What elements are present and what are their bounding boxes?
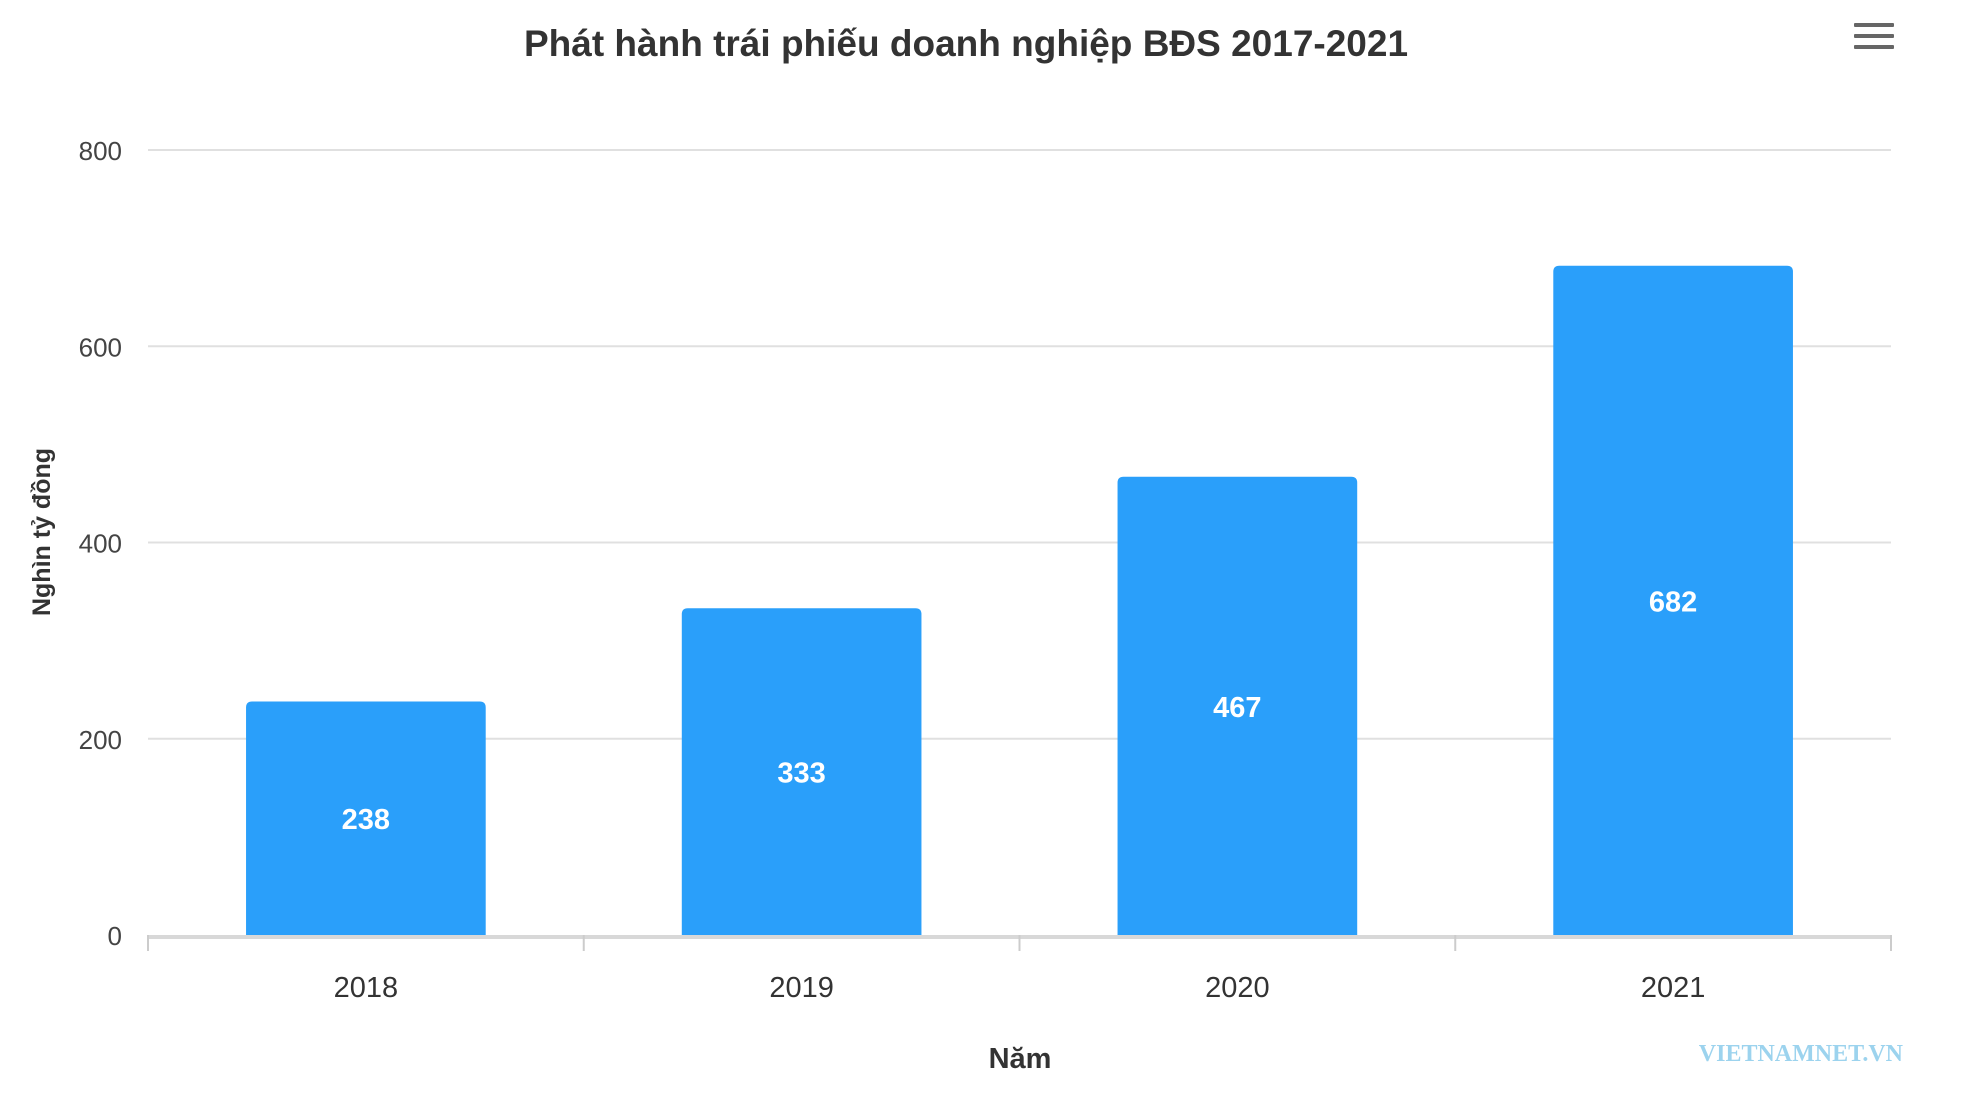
data-labels: 238 333 467 682 bbox=[342, 586, 1698, 836]
data-label-2018: 238 bbox=[342, 804, 390, 836]
hamburger-menu-icon[interactable] bbox=[1836, 14, 1912, 74]
y-tick-label: 400 bbox=[79, 529, 122, 559]
chart-title: Phát hành trái phiếu doanh nghiệp BĐS 20… bbox=[524, 23, 1408, 64]
bars bbox=[246, 265, 1793, 936]
x-tick-label: 2018 bbox=[334, 972, 399, 1004]
data-label-2021: 682 bbox=[1649, 586, 1697, 618]
x-tick-label: 2020 bbox=[1205, 972, 1270, 1004]
x-tick-label: 2019 bbox=[769, 972, 834, 1004]
data-label-2020: 467 bbox=[1213, 692, 1261, 724]
data-label-2019: 333 bbox=[777, 758, 825, 790]
y-tick-label: 0 bbox=[108, 921, 122, 951]
bar-2020[interactable] bbox=[1117, 476, 1358, 935]
y-axis-ticks: 0 200 400 600 800 bbox=[79, 136, 122, 951]
watermark-text: VIETNAMNET.VN bbox=[1699, 1041, 1904, 1067]
x-tick-label: 2021 bbox=[1641, 972, 1706, 1004]
y-tick-label: 600 bbox=[79, 332, 122, 362]
x-axis: 2018 2019 2020 2021 bbox=[147, 935, 1892, 1004]
bar-2018[interactable] bbox=[246, 701, 486, 935]
y-tick-label: 200 bbox=[79, 725, 122, 755]
y-axis-title: Nghìn tỷ đồng bbox=[28, 448, 56, 616]
y-tick-label: 800 bbox=[79, 136, 122, 166]
x-axis-title: Năm bbox=[989, 1043, 1052, 1075]
bar-2019[interactable] bbox=[681, 608, 922, 935]
bar-2021[interactable] bbox=[1553, 265, 1793, 936]
